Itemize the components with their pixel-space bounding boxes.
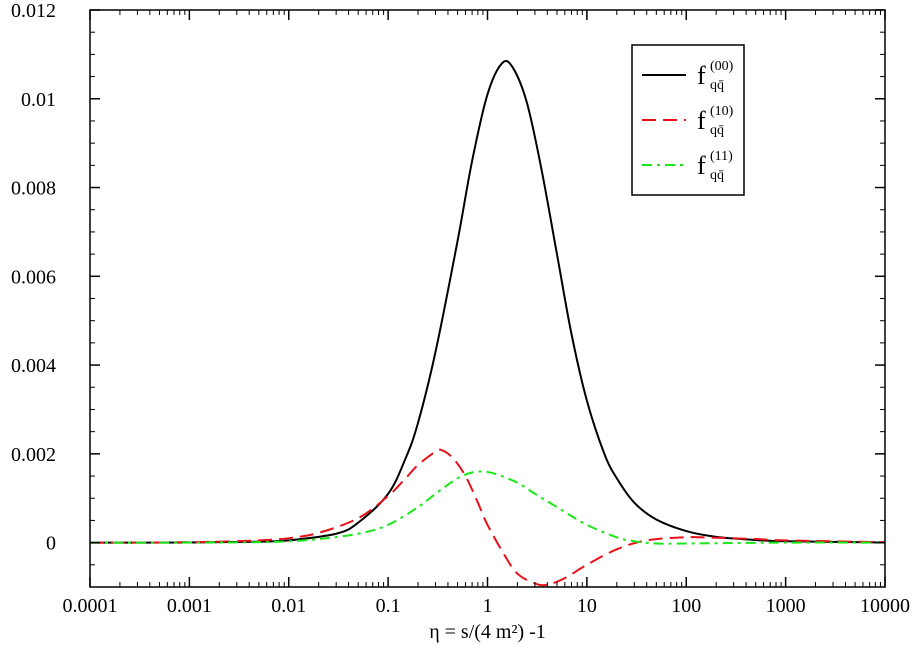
x-tick-label: 0.1 xyxy=(376,595,401,617)
y-tick-label: 0.004 xyxy=(11,355,56,377)
legend-label-sub-2: qq̄ xyxy=(710,168,724,183)
y-tick-label: 0.008 xyxy=(11,178,56,200)
legend-label-sub-0: qq̄ xyxy=(710,78,724,93)
series-line-2 xyxy=(90,470,885,545)
legend-label-sup-1: (10) xyxy=(710,104,734,119)
series-line-0 xyxy=(90,59,885,544)
legend-label-sub-1: qq̄ xyxy=(710,123,724,138)
legend-label-2: f xyxy=(697,151,706,180)
x-axis-title: η = s/(4 m²) -1 xyxy=(429,621,546,643)
series-layer xyxy=(90,59,885,587)
legend-label-0: f xyxy=(697,61,706,90)
tick-layer: 0.0001 0.001 0.01 0.1 1 10 100 1000 10000 0 0.002 0… xyxy=(11,0,910,617)
y-tick-label: 0 xyxy=(46,533,56,555)
y-tick-label: 0.006 xyxy=(11,266,56,288)
x-tick-label: 0.0001 xyxy=(63,595,118,617)
x-tick-label: 1000 xyxy=(766,595,806,617)
y-tick-label: 0.01 xyxy=(21,89,56,111)
x-tick-label: 10 xyxy=(577,595,597,617)
x-tick-label: 0.01 xyxy=(271,595,306,617)
y-tick-label: 0.002 xyxy=(11,444,56,466)
legend-label-1: f xyxy=(697,106,706,135)
x-tick-label: 100 xyxy=(671,595,701,617)
x-tick-label: 1 xyxy=(483,595,493,617)
legend: f (00) qq̄ f (10) qq̄ f (11) qq̄ xyxy=(631,44,745,196)
series-line-1 xyxy=(90,448,885,587)
y-tick-label: 0.012 xyxy=(11,0,56,22)
legend-label-sup-0: (00) xyxy=(710,59,734,74)
legend-label-sup-2: (11) xyxy=(710,149,733,164)
x-tick-label: 0.001 xyxy=(167,595,212,617)
x-tick-label: 10000 xyxy=(860,595,910,617)
